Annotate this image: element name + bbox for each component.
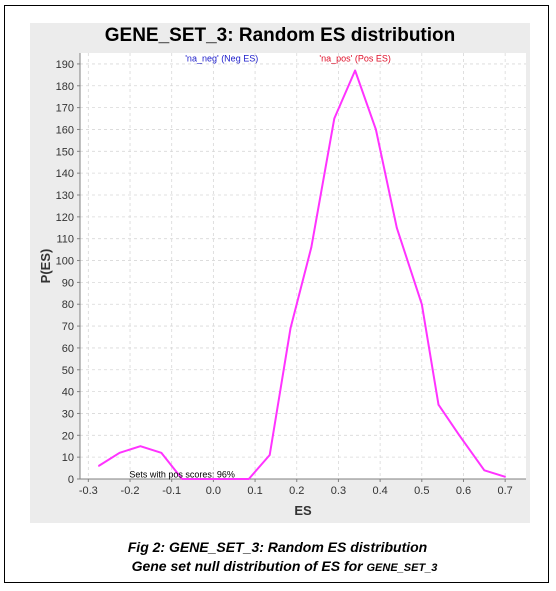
data-point (223, 478, 225, 480)
data-point (395, 226, 398, 229)
data-point (268, 454, 271, 456)
x-axis-label: ES (294, 503, 312, 518)
data-point (310, 246, 313, 249)
y-tick-label: 190 (56, 59, 74, 71)
y-tick-label: 10 (62, 452, 74, 464)
y-tick-label: 20 (62, 430, 74, 442)
data-point (437, 403, 440, 406)
x-tick-label: 0.5 (414, 485, 429, 497)
y-tick-label: 160 (56, 124, 74, 136)
y-tick-label: 30 (62, 408, 74, 420)
x-tick-label: 0.4 (372, 485, 387, 497)
data-point (375, 128, 377, 131)
y-tick-label: 110 (56, 234, 74, 246)
x-tick-label: -0.1 (162, 485, 181, 497)
y-axis-label: P(ES) (38, 249, 53, 284)
data-point (289, 327, 292, 330)
y-tick-label: 0 (68, 474, 74, 486)
y-tick-label: 150 (56, 146, 74, 158)
annotation-label: 'na_neg' (Neg ES) (185, 53, 258, 63)
plot-area (80, 53, 526, 479)
figure-frame: GENE_SET_3: Random ES distribution 0 10 20… (4, 5, 549, 583)
data-point (202, 478, 204, 480)
y-tick-label: 130 (56, 190, 74, 202)
data-point (118, 451, 121, 454)
data-point (160, 451, 163, 454)
data-point (504, 476, 506, 478)
data-point (333, 117, 336, 120)
x-tick-label: -0.3 (79, 485, 98, 497)
y-tick-label: 170 (56, 103, 74, 115)
x-tick-label: 0.2 (289, 485, 304, 497)
annotation-label: 'na_pos' (Pos ES) (319, 53, 390, 63)
y-tick-label: 180 (56, 81, 74, 93)
x-tick-label: -0.2 (121, 485, 140, 497)
chart-title: GENE_SET_3: Random ES distribution (104, 25, 456, 46)
y-tick-label: 80 (62, 299, 74, 311)
data-point (181, 478, 183, 480)
x-tick-label: 0.1 (247, 485, 262, 497)
x-tick-label: 0.0 (206, 485, 221, 497)
y-tick-label: 50 (62, 365, 74, 377)
data-point (458, 434, 461, 437)
series-line (98, 69, 506, 480)
data-point (97, 465, 100, 467)
x-tick-label: 0.3 (331, 485, 346, 497)
caption-prefix: Gene set null distribution of ES for (131, 558, 367, 574)
y-tick-label: 100 (56, 256, 74, 268)
y-tick-label: 60 (62, 343, 74, 355)
data-point (420, 303, 423, 306)
line-chart: 0 10 20 30 40 50 60 70 80 90 100 110 120 130 140 150 160… (38, 53, 526, 518)
caption-gene-set: GENE_SET_3 (366, 562, 438, 574)
figure-caption-line1: Fig 2: GENE_SET_3: Random ES distributio… (127, 539, 428, 555)
y-tick-label: 140 (56, 168, 74, 180)
data-point (354, 69, 356, 72)
x-tick-label: 0.6 (456, 485, 471, 497)
data-point (483, 469, 486, 472)
data-point (139, 445, 142, 448)
y-tick-label: 120 (56, 212, 74, 224)
data-point (248, 478, 250, 480)
y-tick-label: 70 (62, 321, 74, 333)
chart-panel: GENE_SET_3: Random ES distribution 0 10 20… (30, 23, 530, 523)
x-tick-label: 0.7 (498, 485, 513, 497)
annotation-label: Sets with pos scores: 96% (129, 470, 235, 480)
y-tick-label: 90 (62, 277, 74, 289)
y-tick-label: 40 (62, 387, 74, 399)
figure-caption-line2: Gene set null distribution of ES for GEN… (5, 558, 550, 574)
